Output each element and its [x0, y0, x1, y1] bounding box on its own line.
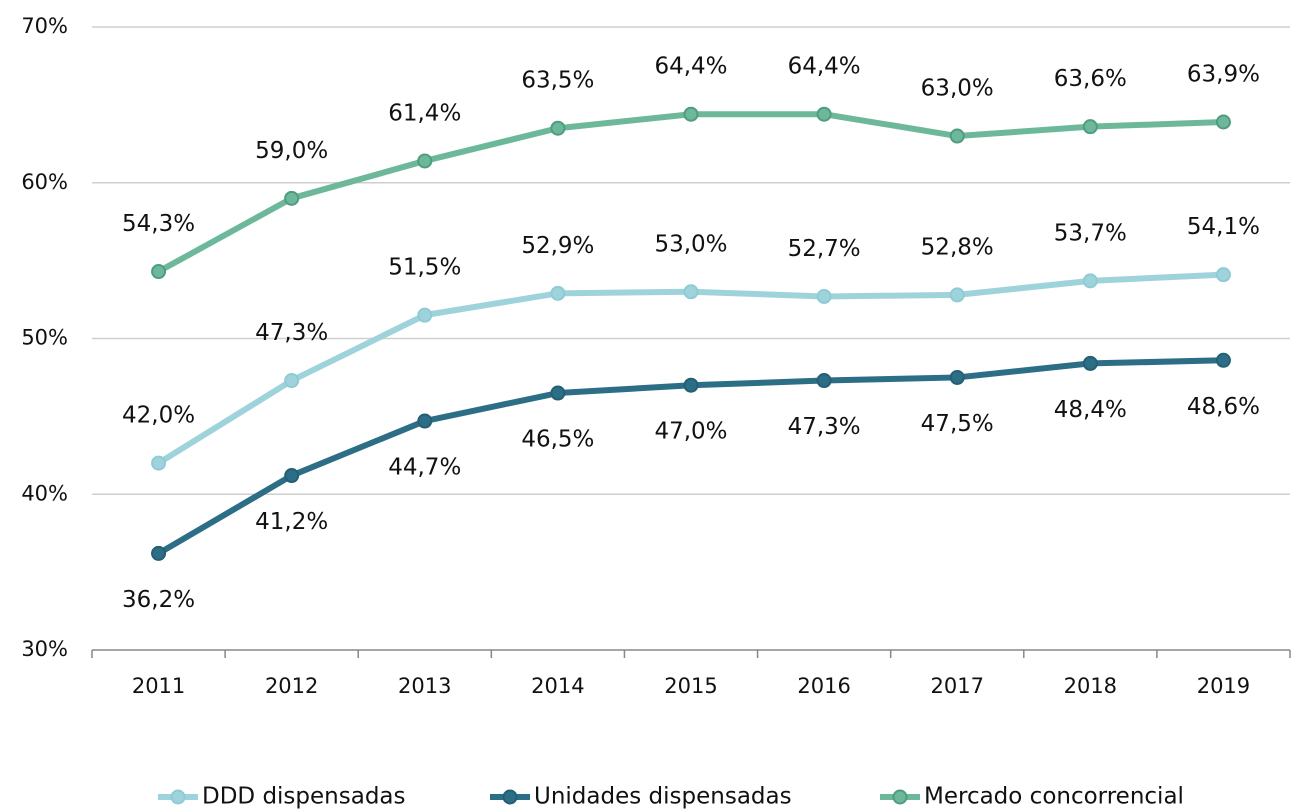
x-tick-label: 2016 — [797, 674, 850, 698]
y-tick-label: 70% — [21, 14, 68, 38]
legend-label: DDD dispensadas — [202, 784, 406, 810]
x-tick-label: 2013 — [398, 674, 451, 698]
x-tick-label: 2011 — [132, 674, 185, 698]
data-label: 59,0% — [255, 138, 328, 164]
legend-marker — [892, 789, 908, 805]
data-label: 44,7% — [388, 455, 461, 481]
point-marker — [151, 455, 167, 471]
data-label: 46,5% — [521, 427, 594, 453]
point-marker — [1082, 273, 1098, 289]
point-marker — [683, 106, 699, 122]
point-marker — [550, 285, 566, 301]
point-marker — [816, 288, 832, 304]
data-label: 52,8% — [921, 234, 994, 260]
y-tick-label: 30% — [21, 637, 68, 661]
x-tick-label: 2014 — [531, 674, 584, 698]
point-marker — [683, 377, 699, 393]
legend-label: Unidades dispensadas — [534, 784, 792, 810]
data-label: 64,4% — [788, 54, 861, 80]
legend-marker — [170, 789, 186, 805]
data-label: 63,0% — [921, 76, 994, 102]
data-label: 61,4% — [388, 100, 461, 126]
x-tick-label: 2012 — [265, 674, 318, 698]
data-label: 52,7% — [788, 236, 861, 262]
data-label: 42,0% — [122, 403, 195, 429]
point-marker — [417, 307, 433, 323]
x-tick-label: 2017 — [930, 674, 983, 698]
point-marker — [284, 190, 300, 206]
legend-marker — [502, 789, 518, 805]
point-marker — [1082, 355, 1098, 371]
y-tick-label: 60% — [21, 170, 68, 194]
data-label: 41,2% — [255, 509, 328, 535]
data-label: 48,6% — [1187, 394, 1260, 420]
point-marker — [151, 545, 167, 561]
data-label: 54,1% — [1187, 214, 1260, 240]
data-label: 53,7% — [1054, 220, 1127, 246]
point-marker — [949, 287, 965, 303]
data-label: 54,3% — [122, 211, 195, 237]
data-label: 47,5% — [921, 411, 994, 437]
point-marker — [683, 284, 699, 300]
data-label: 47,3% — [255, 320, 328, 346]
point-marker — [816, 373, 832, 389]
point-marker — [1215, 352, 1231, 368]
point-marker — [284, 373, 300, 389]
data-label: 53,0% — [654, 231, 727, 257]
point-marker — [949, 369, 965, 385]
x-tick-label: 2018 — [1064, 674, 1117, 698]
point-marker — [1215, 267, 1231, 283]
x-tick-label: 2015 — [664, 674, 717, 698]
point-marker — [949, 128, 965, 144]
point-marker — [550, 385, 566, 401]
data-label: 63,6% — [1054, 66, 1127, 92]
data-label: 47,0% — [654, 419, 727, 445]
data-label: 51,5% — [388, 255, 461, 281]
x-tick-label: 2019 — [1197, 674, 1250, 698]
point-marker — [550, 120, 566, 136]
data-label: 63,9% — [1187, 62, 1260, 88]
point-marker — [284, 468, 300, 484]
point-marker — [1215, 114, 1231, 130]
point-marker — [1082, 119, 1098, 135]
data-label: 47,3% — [788, 414, 861, 440]
data-label: 36,2% — [122, 587, 195, 613]
legend-label: Mercado concorrencial — [924, 784, 1184, 810]
point-marker — [417, 153, 433, 169]
data-label: 48,4% — [1054, 397, 1127, 423]
data-label: 64,4% — [654, 54, 727, 80]
point-marker — [417, 413, 433, 429]
point-marker — [816, 106, 832, 122]
data-label: 52,9% — [521, 233, 594, 259]
y-tick-label: 50% — [21, 326, 68, 350]
point-marker — [151, 264, 167, 280]
y-tick-label: 40% — [21, 481, 68, 505]
data-label: 63,5% — [521, 68, 594, 94]
